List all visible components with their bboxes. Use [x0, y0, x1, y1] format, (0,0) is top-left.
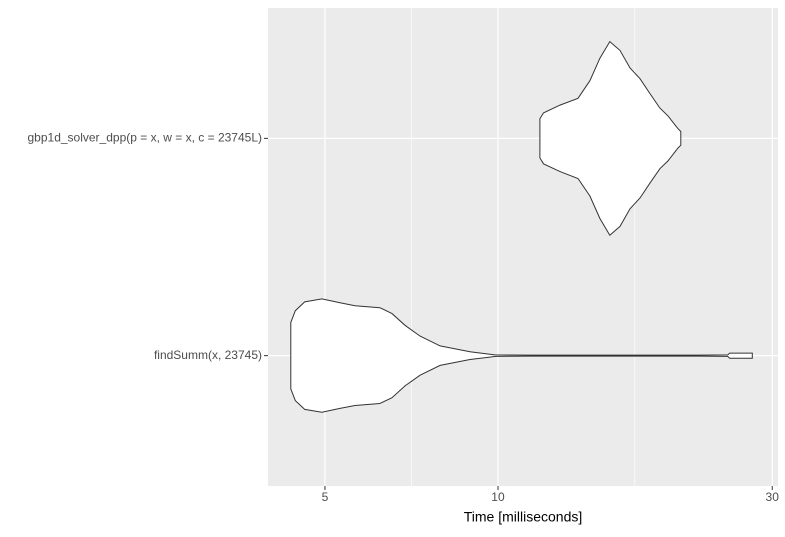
y-tick-label: findSumm(x, 23745) [154, 348, 262, 362]
x-tick-label: 10 [491, 490, 505, 504]
violin [290, 298, 753, 413]
violin [539, 40, 682, 236]
y-tick-label: gbp1d_solver_dpp(p = x, w = x, c = 23745… [28, 131, 263, 145]
panel [268, 8, 778, 486]
x-tick-label: 30 [766, 490, 780, 504]
x-tick-label: 5 [322, 490, 329, 504]
x-axis-title: Time [milliseconds] [464, 509, 583, 525]
